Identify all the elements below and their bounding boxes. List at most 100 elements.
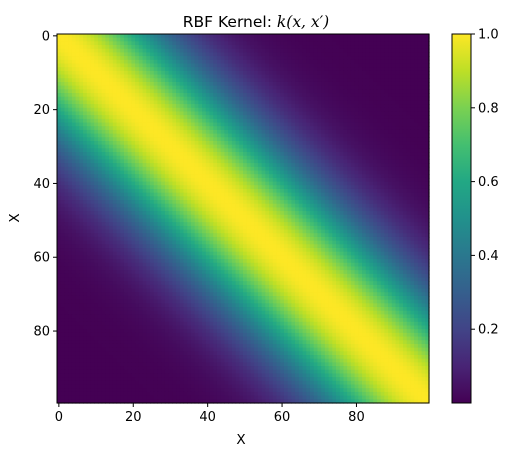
heatmap-cell [332,170,337,175]
heatmap-cell [123,174,129,179]
heatmap-cell [306,100,311,105]
heatmap-cell [332,70,337,76]
heatmap-cell [239,67,244,72]
heatmap-cell [298,107,304,113]
heatmap-cell [358,148,363,153]
heatmap-cell [287,81,292,87]
heatmap-cell [354,93,359,98]
heatmap-cell [213,67,218,72]
heatmap-cell [109,41,114,46]
heatmap-cell [94,70,99,76]
heatmap-cell [328,56,333,61]
heatmap-cell [324,89,330,94]
heatmap-cell [309,200,315,205]
heatmap-cell [68,159,73,164]
heatmap-cell [283,122,289,127]
heatmap-cell [164,81,170,87]
heatmap-cell [161,34,166,39]
heatmap-cell [71,107,77,113]
heatmap-cell [183,144,188,149]
heatmap-cell [321,170,326,175]
heatmap-cell [350,81,356,87]
heatmap-cell [332,166,337,172]
heatmap-cell [261,129,266,135]
heatmap-cell [298,93,304,98]
heatmap-cell [414,163,419,168]
heatmap-cell [388,122,393,127]
heatmap-cell [402,89,408,94]
heatmap-cell [157,211,162,216]
heatmap-cell [425,111,430,116]
heatmap-cell [127,177,132,183]
heatmap-cell [358,45,363,50]
heatmap-cell [336,133,341,138]
heatmap-cell [406,174,411,179]
heatmap-cell [358,214,363,220]
heatmap-cell [291,170,296,175]
heatmap-cell [373,63,378,68]
heatmap-cell [164,74,170,79]
heatmap-cell [362,144,367,149]
heatmap-cell [302,126,307,131]
heatmap-cell [120,155,125,161]
heatmap-cell [243,111,248,116]
heatmap-cell [146,185,151,190]
heatmap-cell [150,37,155,42]
heatmap-cell [146,59,151,65]
heatmap-cell [317,41,322,46]
heatmap-cell [198,185,203,190]
heatmap-cell [391,96,397,102]
heatmap-cell [146,41,151,46]
heatmap-cell [324,148,330,153]
heatmap-cell [172,203,177,209]
heatmap-cell [373,144,378,149]
heatmap-cell [131,170,136,175]
heatmap-cell [109,159,114,164]
heatmap-cell [254,81,259,87]
heatmap-cell [71,170,77,175]
heatmap-cell [202,78,207,83]
heatmap-cell [153,214,159,220]
heatmap-cell [224,70,229,76]
heatmap-cell [254,96,259,102]
heatmap-cell [202,107,207,113]
heatmap-cell [94,52,99,57]
heatmap-cell [123,48,129,54]
heatmap-cell [142,177,147,183]
heatmap-cell [395,129,400,135]
heatmap-cell [373,111,378,116]
heatmap-cell [306,56,311,61]
heatmap-cell [365,159,371,164]
heatmap-cell [321,56,326,61]
heatmap-cell [123,126,129,131]
heatmap-cell [131,181,136,186]
heatmap-cell [336,192,341,197]
heatmap-cell [243,48,248,54]
heatmap-cell [306,129,311,135]
heatmap-cell [313,41,318,46]
heatmap-cell [321,133,326,138]
heatmap-cell [280,96,285,102]
heatmap-cell [250,122,255,127]
heatmap-cell [64,137,69,142]
heatmap-cell [190,63,196,68]
heatmap-cell [138,126,144,131]
heatmap-cell [324,118,330,124]
heatmap-cell [109,133,114,138]
heatmap-cell [235,37,240,42]
heatmap-cell [190,37,196,42]
heatmap-cell [417,93,423,98]
heatmap-cell [112,104,118,109]
heatmap-cell [138,70,144,76]
heatmap-cell [194,129,199,135]
heatmap-cell [75,185,80,190]
heatmap-cell [60,59,66,65]
heatmap-cell [123,196,129,201]
heatmap-cell [153,93,159,98]
heatmap-cell [198,45,203,50]
heatmap-cell [194,107,199,113]
heatmap-cell [105,214,110,220]
heatmap-cell [350,159,356,164]
heatmap-cell [176,185,181,190]
heatmap-cell [272,192,278,197]
